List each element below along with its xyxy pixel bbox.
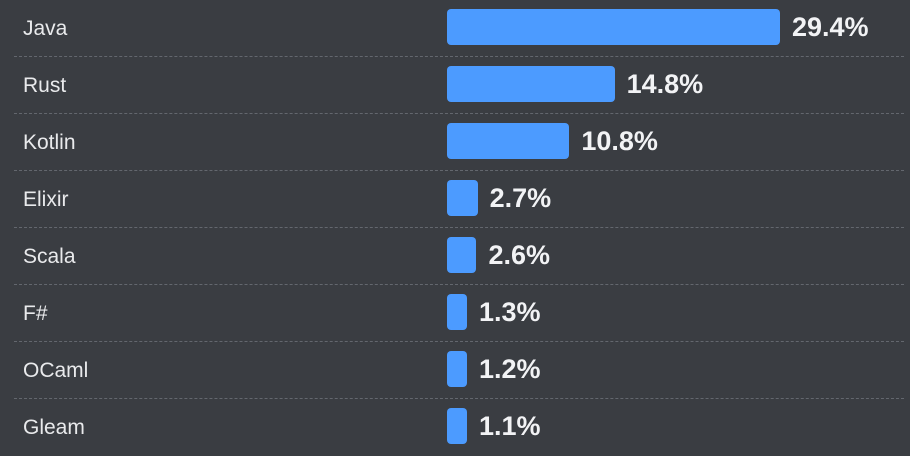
- value-label: 29.4%: [792, 12, 869, 42]
- value-label: 1.1%: [479, 411, 541, 441]
- chart-row: Gleam 1.1%: [0, 399, 910, 456]
- category-label: F#: [23, 302, 48, 325]
- value-label: 1.3%: [479, 297, 541, 327]
- value-label: 1.2%: [479, 354, 541, 384]
- chart-row: Kotlin 10.8%: [0, 114, 910, 171]
- bar: [447, 351, 467, 387]
- category-label: Scala: [23, 245, 76, 268]
- bar: [447, 66, 615, 102]
- bar: [447, 408, 467, 444]
- chart-row: Elixir 2.7%: [0, 171, 910, 228]
- chart-row: Scala 2.6%: [0, 228, 910, 285]
- bar: [447, 294, 467, 330]
- category-label: Elixir: [23, 188, 69, 211]
- row-divider: [14, 56, 904, 57]
- category-label: Java: [23, 17, 68, 40]
- row-divider: [14, 284, 904, 285]
- chart-row: F# 1.3%: [0, 285, 910, 342]
- chart-row: Rust 14.8%: [0, 57, 910, 114]
- row-divider: [14, 341, 904, 342]
- bar: [447, 237, 477, 273]
- value-label: 2.6%: [488, 240, 550, 270]
- category-label: Gleam: [23, 416, 85, 439]
- category-label: OCaml: [23, 359, 89, 382]
- chart-row: OCaml 1.2%: [0, 342, 910, 399]
- row-divider: [14, 398, 904, 399]
- bar: [447, 180, 478, 216]
- row-divider: [14, 227, 904, 228]
- category-label: Kotlin: [23, 131, 76, 154]
- row-divider: [14, 113, 904, 114]
- category-label: Rust: [23, 74, 67, 97]
- value-label: 2.7%: [489, 183, 552, 213]
- chart-row: Java 29.4%: [0, 0, 910, 57]
- row-divider: [14, 170, 904, 171]
- bar: [447, 123, 570, 159]
- value-label: 10.8%: [581, 126, 658, 156]
- value-label: 14.8%: [626, 69, 704, 99]
- bar: [447, 9, 780, 45]
